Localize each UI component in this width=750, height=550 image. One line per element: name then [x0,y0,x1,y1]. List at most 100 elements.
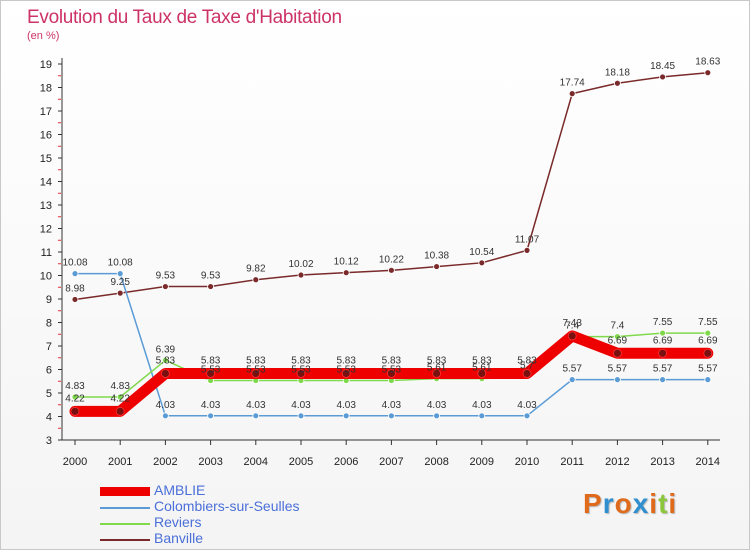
data-label: 4.03 [156,400,176,411]
data-point [704,69,712,77]
data-label: 4.03 [382,400,402,411]
data-point [71,393,79,401]
data-label: 5.53 [246,365,266,376]
legend-swatch-reviers [100,523,150,525]
data-point [341,369,351,378]
data-label: 9.53 [156,271,176,282]
legend-label-amblie: AMBLIE [154,482,206,498]
x-tick-label: 2007 [379,456,403,468]
x-tick-label: 2004 [244,456,268,468]
y-tick-label: 13 [40,200,52,212]
logo-letter: x [632,488,650,519]
data-point [658,348,667,358]
data-label: 5.57 [562,364,582,375]
data-label: 4.22 [65,393,85,404]
unit-label: (en %) [27,30,60,42]
data-label: 11.07 [515,234,540,245]
y-tick-label: 15 [40,153,52,165]
data-point [116,270,124,278]
data-label: 10.02 [288,259,313,270]
y-tick-label: 7 [46,341,52,353]
x-tick-label: 2000 [63,456,87,468]
data-point [659,329,666,337]
legend-swatch-banville [100,539,150,541]
data-label: 18.45 [650,61,675,72]
data-label: 5.83 [336,355,356,366]
x-tick-label: 2003 [198,456,222,468]
y-tick-label: 19 [40,59,52,71]
logo-letter: i [649,488,659,519]
proxiti-logo: Proxiti [583,488,677,520]
data-point [704,329,712,337]
data-point [614,79,621,87]
data-point [116,393,124,401]
data-label: 8.98 [65,283,85,294]
data-point [568,376,576,384]
data-point [613,348,622,358]
data-point [704,376,712,384]
data-label: 17.74 [560,78,585,89]
data-point [386,369,396,378]
y-tick-label: 14 [40,177,52,189]
data-label: 5.53 [291,365,311,376]
logo-letter: t [658,488,669,519]
data-point [297,412,305,420]
data-point [252,276,260,284]
data-label: 7.4 [565,321,579,332]
data-point [297,271,305,279]
x-tick-label: 2001 [108,456,132,468]
data-label: 18.63 [695,57,720,68]
data-label: 5.61 [427,363,447,374]
y-tick-label: 4 [46,412,52,424]
data-label: 5.57 [608,364,628,375]
data-label: 5.83 [517,355,537,366]
x-tick-label: 2011 [560,456,584,468]
logo-letter: P [583,488,603,519]
data-point [161,283,169,290]
legend-label-banville: Banville [154,530,204,546]
x-tick-label: 2014 [696,456,720,468]
data-label: 10.12 [334,257,359,268]
data-label: 6.69 [698,335,718,346]
data-label: 6.69 [653,335,673,346]
data-point [614,376,621,384]
x-tick-label: 2012 [605,456,629,468]
data-point [252,412,260,420]
data-label: 10.54 [469,247,494,258]
data-point [342,269,350,277]
data-point [523,412,531,420]
data-label: 4.03 [517,400,537,411]
data-point [567,331,577,341]
data-label: 4.03 [336,400,356,411]
data-label: 7.43 [562,318,582,329]
data-label: 5.83 [291,355,311,366]
data-label: 5.83 [427,355,447,366]
data-label: 7.55 [698,317,718,328]
data-label: 5.61 [472,363,492,374]
data-label: 10.38 [424,251,449,262]
data-label: 4.22 [110,393,130,404]
data-label: 7.4 [610,321,624,332]
data-point [251,369,261,378]
legend-label-colombiers: Colombiers-sur-Seulles [154,498,300,514]
data-label: 5.83 [472,355,492,366]
legend-label-reviers: Reviers [154,514,202,530]
data-label: 5.83 [201,355,221,366]
data-label: 5.83 [156,355,176,366]
logo-letter: i [668,488,678,519]
y-tick-label: 5 [46,388,52,400]
data-point [161,356,169,364]
data-point [71,270,79,278]
data-point [478,412,486,420]
data-label: 9.53 [201,271,221,282]
legend-swatch-amblie [100,487,150,496]
data-label: 10.08 [108,258,133,269]
x-tick-label: 2010 [515,456,539,468]
y-tick-label: 11 [41,247,52,259]
data-label: 6.69 [608,335,628,346]
logo-letter: o [614,488,633,519]
data-point [116,289,124,297]
data-label: 4.83 [110,381,130,392]
data-point [387,266,395,274]
